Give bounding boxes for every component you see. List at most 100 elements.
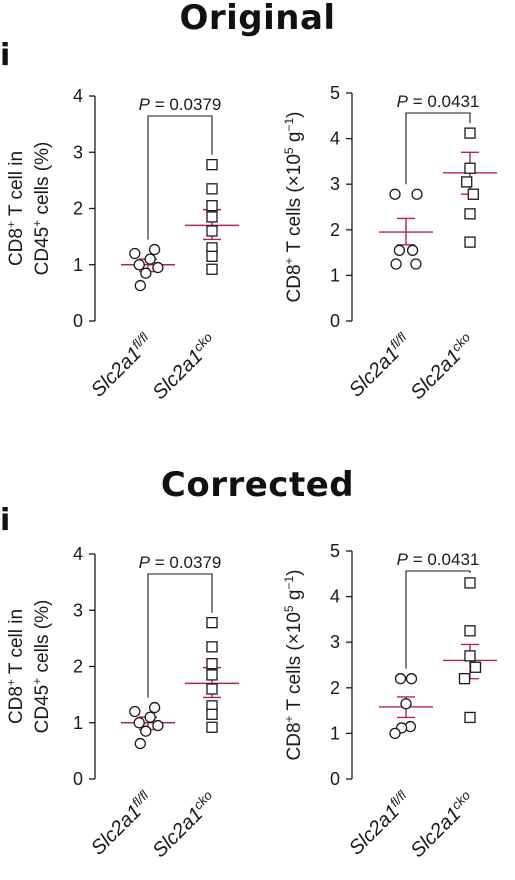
y-tick-label: 1 [330,723,340,743]
wt-data-point [394,673,407,685]
wt-data-point [129,247,141,260]
chart-original-right: 0 1 2 3 4 5 CD8+ T cells (×105 g−1) P = 0.0431 S… [282,83,497,404]
significance-bracket [147,573,213,698]
significance-bracket [405,570,471,669]
section-title-original: Original [179,0,336,38]
significance-bracket [405,112,471,185]
y-axis-label: CD8+ T cells (×105 g−1) [282,112,305,303]
y-tick-label: 0 [73,769,83,789]
y-tick-label: 2 [73,199,83,219]
ko-data-point [206,158,218,171]
panel-letter-original: i [0,38,11,73]
wt-data-point [144,711,156,723]
ko-data-point [206,225,218,237]
ko-data-point [206,658,218,670]
wt-data-point [148,701,161,714]
wt-data-point [134,279,146,292]
ko-data-point [206,183,218,195]
wt-data-point [390,258,402,270]
wt-data-point [133,717,145,729]
y-tick-label: 4 [330,129,340,149]
y-tick-label: 4 [330,587,340,607]
wt-data-point [152,719,164,732]
y-tick-label: 2 [73,657,83,677]
ko-data-point [467,188,479,200]
wt-data-point [400,698,412,710]
ko-data-point [206,683,218,695]
x-category-label-ko: Slc2a1cko [147,787,222,862]
y-tick-label: 5 [330,541,340,561]
y-tick-label: 0 [330,311,340,331]
x-category-label-wt: Slc2a1fl/fl [343,328,416,401]
y-tick-label: 4 [73,86,83,106]
ko-data-point [206,211,218,223]
ko-data-point [206,200,218,212]
wt-data-point [129,705,141,718]
panel-letter-corrected: i [0,503,11,538]
wt-data-point [405,673,418,685]
wt-data-point [389,188,401,200]
y-tick-label: 3 [73,600,83,620]
chart-corrected-right: 0 1 2 3 4 5 CD8+ T cells (×105 g−1) P = 0.0431 S… [282,541,497,862]
ko-data-point [469,661,482,673]
ko-data-point [458,673,471,685]
wt-data-point [140,725,152,737]
ko-data-point [461,176,473,188]
wt-data-point [411,188,423,200]
x-category-label-ko: Slc2a1cko [405,329,480,404]
y-tick-label: 3 [73,142,83,162]
y-tick-label: 4 [73,544,83,564]
y-axis-label-line2: CD45+ cells (%) [30,600,53,734]
y-tick-label: 2 [330,678,340,698]
y-tick-label: 3 [330,174,340,194]
y-tick-label: 5 [330,83,340,103]
p-value-label: P = 0.0379 [139,95,222,114]
ko-data-point [206,721,218,733]
x-category-label-wt: Slc2a1fl/fl [343,786,416,859]
ko-data-point [206,250,218,262]
y-axis-label-line2: CD45+ cells (%) [30,142,53,276]
y-tick-label: 0 [330,769,340,789]
wt-data-point [406,244,419,256]
y-tick-label: 2 [330,220,340,240]
p-value-label: P = 0.0431 [397,550,480,569]
x-category-label-wt: Slc2a1fl/fl [85,786,158,859]
ko-data-point [464,625,476,637]
wt-data-point [393,244,406,256]
ko-data-point [464,236,476,248]
y-tick-label: 1 [73,255,83,275]
ko-data-point [206,708,218,720]
ko-data-point [464,711,476,724]
wt-data-point [133,259,145,271]
ko-data-point [206,263,218,275]
y-axis-label: CD8+ T cell in [4,151,27,266]
x-category-label-ko: Slc2a1cko [405,787,480,862]
ko-data-point [464,162,476,174]
wt-data-point [148,243,161,256]
p-value-label: P = 0.0431 [397,92,480,111]
wt-data-point [144,253,156,265]
y-tick-label: 0 [73,311,83,331]
p-value-label: P = 0.0379 [139,553,222,572]
ko-data-point [464,208,476,220]
wt-data-point [134,737,146,750]
ko-data-point [464,577,476,589]
section-title-corrected: Corrected [160,465,355,505]
wt-data-point [140,267,152,279]
significance-bracket [147,115,213,240]
ko-data-point [206,669,218,681]
x-category-label-ko: Slc2a1cko [147,329,222,404]
ko-data-point [464,127,476,139]
y-axis-label: CD8+ T cells (×105 g−1) [282,570,305,761]
wt-data-point [152,261,164,274]
ko-data-point [206,616,218,629]
y-tick-label: 3 [330,632,340,652]
ko-data-point [464,650,476,662]
x-category-label-wt: Slc2a1fl/fl [85,328,158,401]
ko-data-point [206,641,218,653]
y-tick-label: 1 [73,713,83,733]
y-tick-label: 1 [330,265,340,285]
wt-data-point [389,727,401,740]
